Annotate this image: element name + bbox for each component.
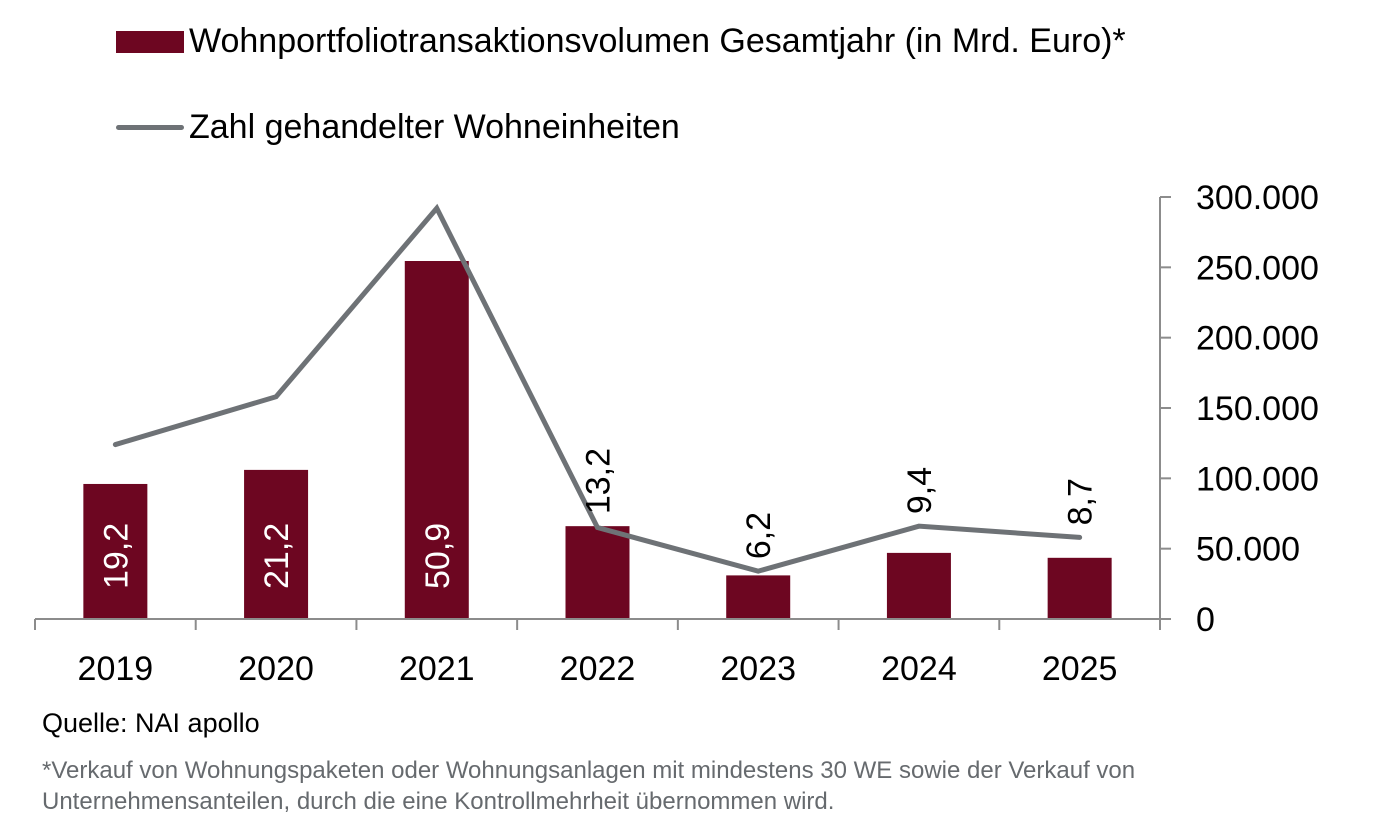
y-tick-label: 200.000 — [1196, 320, 1319, 358]
bar-value-label: 50,9 — [419, 523, 457, 589]
legend-item-volume: Wohnportfoliotransaktionsvolumen Gesamtj… — [116, 22, 1126, 61]
bar-2025 — [1047, 557, 1112, 619]
source-note: Quelle: NAI apollo — [42, 708, 260, 738]
bar-value-label: 19,2 — [97, 523, 135, 589]
x-tick-label: 2019 — [78, 650, 154, 688]
x-tick-label: 2021 — [399, 650, 475, 688]
footnote: *Verkauf von Wohnungspaketen oder Wohnun… — [42, 757, 1136, 815]
y-tick-label: 0 — [1196, 601, 1215, 639]
x-tick-label: 2024 — [881, 650, 957, 688]
x-tick-label: 2025 — [1042, 650, 1118, 688]
bar-value-label: 9,4 — [901, 467, 939, 514]
bar-2020 — [244, 469, 309, 619]
legend-item-units: Zahl gehandelter Wohneinheiten — [116, 108, 680, 147]
y-tick-label: 150.000 — [1196, 390, 1319, 428]
bar-value-label: 13,2 — [580, 448, 618, 514]
chart: 2019 2020 2021 2022 2023 2024 2025 0 50.000 100.0… — [34, 179, 1319, 688]
bar-value-label: 21,2 — [258, 523, 296, 589]
legend-line-swatch — [116, 125, 184, 130]
legend-label-volume: Wohnportfoliotransaktionsvolumen Gesamtj… — [189, 22, 1126, 60]
bar-2021 — [404, 261, 469, 619]
x-tick-label: 2023 — [720, 650, 796, 688]
bar-2019 — [83, 483, 148, 619]
x-tick-label: 2020 — [238, 650, 314, 688]
y-tick-label: 250.000 — [1196, 249, 1319, 287]
y-tick-label: 100.000 — [1196, 460, 1319, 498]
bar-2022 — [565, 526, 630, 619]
y-tick-label: 300.000 — [1196, 179, 1319, 217]
bar-2023 — [726, 575, 791, 619]
legend-bar-swatch — [116, 30, 184, 53]
bar-value-label: 6,2 — [740, 512, 778, 559]
y-tick-label: 50.000 — [1196, 531, 1300, 569]
legend-label-units: Zahl gehandelter Wohneinheiten — [189, 108, 680, 146]
bar-2024 — [886, 552, 951, 619]
x-tick-label: 2022 — [560, 650, 636, 688]
bar-value-label: 8,7 — [1062, 478, 1100, 525]
